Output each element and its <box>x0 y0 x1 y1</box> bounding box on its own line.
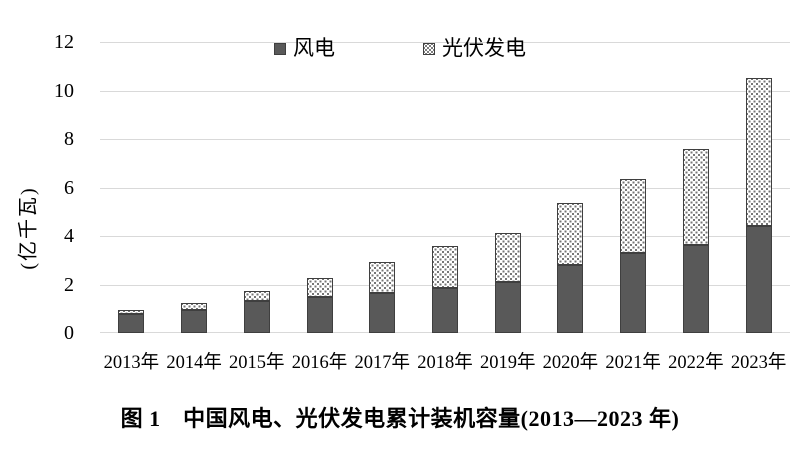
gridline-10 <box>100 90 790 92</box>
y-tick-label: 2 <box>64 273 74 296</box>
bar-solar-2014年 <box>181 302 208 310</box>
solar-swatch-icon <box>423 42 435 55</box>
bar-wind-2018年 <box>432 288 458 333</box>
bar-wind-2020年 <box>557 264 584 333</box>
bar-solar-2023年 <box>745 78 772 227</box>
x-tick-label: 2020年 <box>542 353 599 373</box>
x-axis-tick-labels: 2013年 2014年 2015年 2016年 2017年 2018年 2019年 2020年… <box>100 352 790 378</box>
legend-label-wind: 风电 <box>293 36 335 60</box>
gridline-12 <box>100 42 790 43</box>
bar-solar-2017年 <box>369 261 396 294</box>
y-tick-label: 8 <box>64 128 74 150</box>
wind-swatch-icon <box>274 42 286 55</box>
x-tick-label: 2023年 <box>730 353 787 373</box>
x-tick-label: 2021年 <box>605 353 661 373</box>
y-tick-label: 4 <box>64 225 74 247</box>
bar-solar-2013年 <box>118 309 145 315</box>
y-tick-label: 12 <box>54 31 74 53</box>
bar-solar-2020年 <box>557 203 584 265</box>
x-tick-label: 2022年 <box>668 353 724 373</box>
bar-wind-2021年 <box>620 253 647 333</box>
x-tick-label: 2014年 <box>166 353 222 373</box>
bar-solar-2022年 <box>682 149 709 245</box>
x-tick-label: 2017年 <box>354 353 411 373</box>
bar-solar-2016年 <box>306 278 333 297</box>
y-tick-label: 0 <box>64 322 74 344</box>
bar-wind-2015年 <box>243 301 270 333</box>
bar-wind-2014年 <box>181 309 208 333</box>
bar-wind-2022年 <box>682 244 709 333</box>
bar-solar-2018年 <box>432 246 458 289</box>
figure-caption: 图 1 中国风电、光伏发电累计装机容量(2013—2023 年) <box>120 406 680 431</box>
y-tick-label: 6 <box>64 176 74 199</box>
y-tick-label: 10 <box>54 79 74 102</box>
x-tick-label: 2018年 <box>417 353 473 373</box>
bar-wind-2016年 <box>306 296 333 333</box>
bar-wind-2019年 <box>494 282 521 333</box>
plot-area <box>100 42 790 333</box>
x-tick-label: 2013年 <box>103 353 160 373</box>
x-tick-label: 2015年 <box>229 353 285 373</box>
x-tick-label: 2019年 <box>479 353 536 373</box>
bar-wind-2013年 <box>118 314 145 333</box>
chart-legend: 风电 光伏发电 <box>0 38 800 59</box>
bar-solar-2015年 <box>243 290 270 302</box>
gridline-8 <box>100 139 790 140</box>
bar-wind-2017年 <box>369 293 396 333</box>
bar-solar-2021年 <box>620 179 647 254</box>
legend-item-wind: 风电 <box>274 38 335 59</box>
legend-item-solar: 光伏发电 <box>423 38 526 59</box>
x-tick-label: 2016年 <box>291 353 348 373</box>
legend-label-solar: 光伏发电 <box>442 36 526 60</box>
bar-wind-2023年 <box>745 226 772 333</box>
gridline-6 <box>100 187 790 189</box>
gridline-4 <box>100 236 790 237</box>
bar-solar-2019年 <box>494 232 521 283</box>
